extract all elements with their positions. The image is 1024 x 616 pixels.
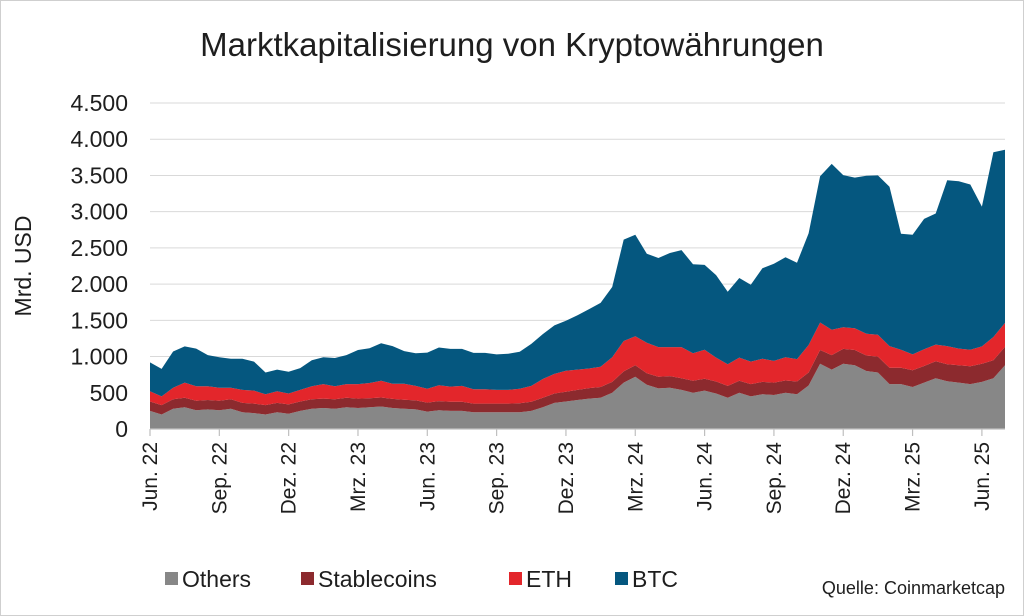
- y-tick-label: 0: [115, 416, 128, 442]
- area-stablecoins: [150, 346, 1005, 415]
- legend-swatch-eth: [509, 572, 522, 585]
- chart-title: Marktkapitalisierung von Kryptowährungen: [200, 26, 824, 63]
- x-axis-ticks: Jun. 22 Sep. 22 Dez. 22 Mrz. 23 Jun. 23 Sep. …: [139, 429, 994, 514]
- y-axis-label: Mrd. USD: [10, 216, 36, 317]
- y-tick-label: 2.500: [70, 235, 128, 261]
- x-tick-label: Sep. 23: [486, 442, 509, 514]
- x-tick-label: Sep. 24: [763, 442, 786, 515]
- y-tick-label: 4.000: [70, 126, 128, 152]
- area-eth: [150, 322, 1005, 406]
- x-tick-label: Mrz. 25: [902, 442, 925, 512]
- x-tick-label: Jun. 25: [971, 442, 994, 511]
- x-tick-label: Jun. 22: [139, 442, 162, 511]
- y-tick-label: 500: [90, 380, 128, 406]
- y-tick-label: 3.000: [70, 199, 128, 225]
- x-tick-label: Dez. 22: [278, 442, 301, 514]
- y-tick-label: 4.500: [70, 90, 128, 116]
- x-tick-label: Dez. 24: [832, 442, 855, 515]
- legend: Others Stablecoins ETH BTC: [165, 566, 678, 592]
- x-tick-label: Sep. 22: [208, 442, 231, 514]
- y-tick-label: 1.000: [70, 344, 128, 370]
- x-tick-label: Dez. 23: [555, 442, 578, 514]
- legend-label-btc: BTC: [632, 566, 678, 592]
- legend-label-others: Others: [182, 566, 251, 592]
- legend-swatch-btc: [615, 572, 628, 585]
- area-series: [150, 149, 1005, 429]
- x-tick-label: Mrz. 23: [347, 442, 370, 512]
- area-btc: [150, 149, 1005, 397]
- y-tick-label: 3.500: [70, 162, 128, 188]
- y-tick-label: 1.500: [70, 307, 128, 333]
- x-tick-label: Jun. 23: [416, 442, 439, 511]
- y-axis-ticks: 0 500 1.000 1.500 2.000 2.500 3.000 3.500 4.000 4…: [70, 90, 128, 442]
- legend-swatch-stablecoins: [301, 572, 314, 585]
- x-tick-label: Mrz. 24: [624, 442, 647, 512]
- y-tick-label: 2.000: [70, 271, 128, 297]
- legend-swatch-others: [165, 572, 178, 585]
- x-tick-label: Jun. 24: [694, 442, 717, 511]
- source-note: Quelle: Coinmarketcap: [822, 578, 1005, 598]
- legend-label-eth: ETH: [526, 566, 572, 592]
- legend-label-stablecoins: Stablecoins: [318, 566, 437, 592]
- area-others: [150, 363, 1005, 429]
